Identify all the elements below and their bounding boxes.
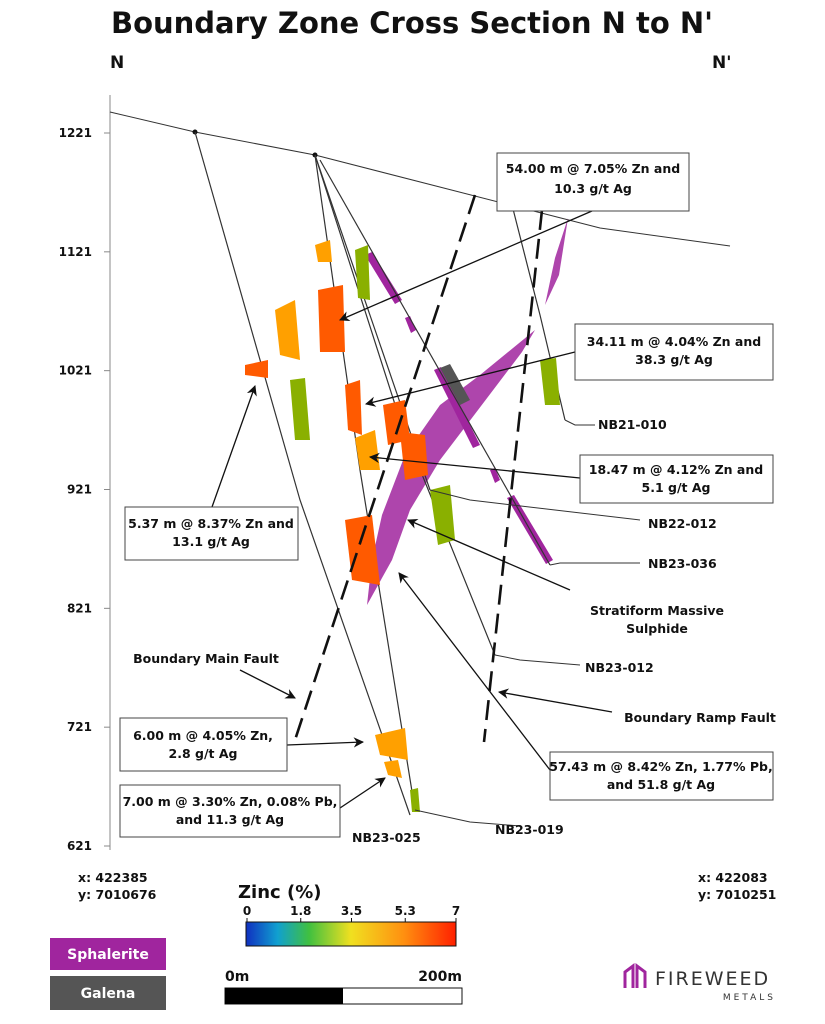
scale-tick-label: 0	[243, 904, 251, 918]
callout-text: 5.1 g/t Ag	[642, 480, 711, 495]
elevation-ticks: 1221 1121 1021 921 821 721 621	[59, 126, 110, 853]
scale-label: 200m	[418, 969, 462, 985]
arrow	[364, 351, 576, 407]
galena-interval	[440, 364, 470, 405]
legend-swatch	[50, 938, 166, 970]
callout-text: 13.1 g/t Ag	[172, 534, 250, 549]
unit-label: Stratiform Massive	[590, 603, 724, 618]
tick-label: 921	[67, 483, 92, 497]
tick-label: 1221	[59, 126, 92, 140]
callout-box	[549, 751, 774, 801]
topography	[109, 111, 731, 247]
tick-label: 1021	[59, 364, 92, 378]
fault-label: Boundary Ramp Fault	[624, 710, 776, 725]
callout-text: and 11.3 g/t Ag	[176, 812, 284, 827]
zinc-assays	[245, 240, 560, 812]
scale-bar-fill	[225, 988, 343, 1004]
callout-text: and 51.8 g/t Ag	[607, 777, 715, 792]
scale-tick-label: 5.3	[395, 904, 416, 918]
leader	[494, 654, 581, 666]
fault	[293, 194, 477, 741]
legend-swatch	[50, 976, 166, 1010]
massive-sulphide	[367, 330, 535, 605]
callout-text: 2.8 g/t Ag	[169, 746, 238, 761]
callout-text: 5.37 m @ 8.37% Zn and	[128, 516, 294, 531]
callout-box	[124, 506, 299, 561]
callout-text: 34.11 m @ 4.04% Zn and	[587, 334, 761, 349]
hole-label: NB23-012	[585, 660, 654, 675]
sphalerite-intervals	[365, 252, 553, 564]
arrow	[368, 452, 581, 479]
color-scale-ticks: 0 1.8 3.5 5.3 7	[243, 904, 460, 922]
leader	[429, 489, 641, 521]
callout-text: 54.00 m @ 7.05% Zn and	[506, 161, 680, 176]
hole-label: NB21-010	[598, 417, 667, 432]
coordinate: y: 7010251	[698, 887, 776, 902]
section-end: N'	[712, 53, 731, 73]
arrow	[339, 777, 386, 809]
drill-hole	[194, 131, 411, 816]
arrow	[407, 518, 571, 591]
hole-label: NB23-019	[495, 822, 564, 837]
legend-label: Sphalerite	[67, 947, 149, 963]
scale-tick-label: 3.5	[341, 904, 362, 918]
fault-label: Boundary Main Fault	[133, 651, 279, 666]
tick-label: 721	[67, 720, 92, 734]
leader	[414, 809, 521, 827]
leader	[549, 562, 640, 566]
legend-label: Galena	[81, 986, 136, 1002]
callout-text: 7.00 m @ 3.30% Zn, 0.08% Pb,	[123, 794, 338, 809]
tick-label: 621	[67, 839, 92, 853]
logo-name: FIREWEED	[655, 968, 770, 990]
section-start: N	[110, 53, 124, 73]
arrow	[239, 669, 296, 699]
callout-box	[574, 323, 774, 381]
logo-sub: METALS	[723, 993, 776, 1003]
scale-tick-label: 1.8	[290, 904, 311, 918]
callout-box	[579, 454, 774, 504]
callout-box	[119, 717, 288, 772]
leader	[564, 419, 595, 426]
callout-text: 18.47 m @ 4.12% Zn and	[589, 462, 763, 477]
massive-sulphide	[545, 218, 568, 305]
callout-box	[119, 784, 341, 838]
arrow	[497, 688, 613, 713]
title: Boundary Zone Cross Section N to N'	[111, 6, 713, 40]
coordinate: x: 422083	[698, 870, 768, 885]
fault	[482, 209, 544, 743]
hole-label: NB22-012	[648, 516, 717, 531]
arrow	[286, 737, 365, 748]
coordinate: x: 422385	[78, 870, 148, 885]
legend-title: Zinc (%)	[238, 882, 321, 903]
tick-label: 821	[67, 601, 92, 615]
logo: FIREWEED METALS	[623, 963, 776, 1003]
hole-label: NB23-036	[648, 556, 717, 571]
callout-text: 10.3 g/t Ag	[554, 181, 632, 196]
arrow	[211, 385, 257, 508]
arrow	[339, 210, 593, 322]
drill-hole	[319, 159, 551, 566]
tick-label: 1121	[59, 245, 92, 259]
scale-label: 0m	[225, 969, 249, 985]
hole-label: NB23-025	[352, 830, 421, 845]
callout-text: 57.43 m @ 8.42% Zn, 1.77% Pb,	[549, 759, 772, 774]
unit-label: Sulphide	[626, 621, 688, 636]
arrow	[398, 572, 551, 771]
coordinate: y: 7010676	[78, 887, 157, 902]
callout-text: 38.3 g/t Ag	[635, 352, 713, 367]
callout-box	[496, 152, 690, 212]
color-scale	[245, 921, 457, 947]
scale-tick-label: 7	[452, 904, 460, 918]
callout-text: 6.00 m @ 4.05% Zn,	[133, 728, 273, 743]
